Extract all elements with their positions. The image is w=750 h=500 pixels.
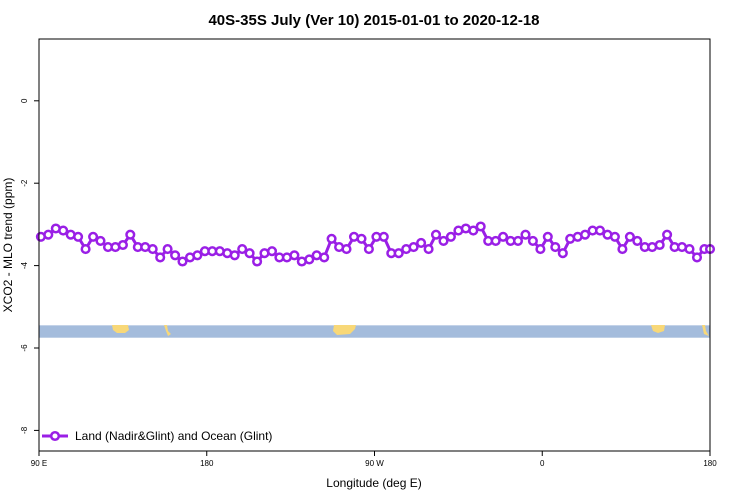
data-point [468, 225, 479, 236]
data-point [117, 239, 128, 251]
data-point [512, 235, 524, 246]
data-point [43, 229, 54, 240]
y-tick-label: -2 [20, 179, 29, 187]
data-point [557, 248, 568, 259]
x-axis-ticks: 90 E 180 90 W 0 180 [31, 451, 717, 468]
data-point [535, 244, 546, 255]
data-point [490, 235, 501, 246]
data-point [654, 239, 665, 251]
x-tick-label: 0 [540, 459, 545, 468]
data-point [691, 252, 703, 263]
y-tick-label: -4 [20, 261, 29, 269]
data-point [632, 235, 643, 246]
x-axis-label: Longitude (deg E) [326, 476, 421, 490]
data-point [80, 244, 91, 255]
data-point [170, 250, 181, 261]
data-point [237, 244, 248, 255]
data-point [550, 242, 561, 253]
data-point [162, 244, 173, 255]
y-axis-label: XCO2 - MLO trend (ppm) [1, 178, 15, 313]
data-point [341, 244, 352, 255]
x-tick-label: 180 [200, 459, 214, 468]
landmask-band [39, 325, 710, 338]
ocean-band [39, 325, 710, 338]
y-tick-label: -8 [20, 426, 29, 434]
data-point [475, 221, 486, 232]
data-point [527, 235, 538, 246]
data-point [430, 229, 442, 240]
data-point [326, 233, 337, 244]
data-point [177, 256, 188, 267]
land-south-america [333, 325, 356, 335]
y-axis-ticks: 0 -2 -4 -6 -8 [20, 98, 39, 434]
data-point [192, 250, 203, 261]
land-africa [651, 325, 665, 333]
data-point [498, 231, 509, 242]
data-point [229, 250, 240, 261]
data-point [662, 229, 673, 240]
x-tick-label: 90 E [31, 459, 47, 468]
data-point [289, 250, 300, 261]
data-point [73, 231, 84, 242]
land-new-zealand-east [702, 325, 709, 336]
data-point [244, 248, 255, 259]
data-point [95, 235, 106, 246]
data-point [594, 225, 606, 236]
data-point [155, 252, 166, 263]
data-point [125, 229, 136, 240]
data-point [445, 231, 456, 242]
y-tick-label: -6 [20, 344, 29, 352]
data-point [684, 244, 695, 255]
data-point [609, 231, 620, 242]
data-point [408, 242, 419, 253]
data-point [356, 233, 367, 244]
data-point [266, 246, 278, 257]
data-point [147, 244, 158, 255]
data-point [520, 229, 531, 240]
data-point [423, 244, 434, 255]
data-point [624, 231, 635, 242]
data-point [393, 248, 404, 259]
data-point [378, 231, 389, 242]
data-point [58, 225, 69, 236]
legend: Land (Nadir&Glint) and Ocean (Glint) [42, 429, 272, 443]
x-tick-label: 90 W [365, 459, 384, 468]
land-australia [112, 325, 129, 333]
data-point [416, 237, 427, 248]
data-point [304, 254, 315, 265]
legend-label: Land (Nadir&Glint) and Ocean (Glint) [75, 429, 272, 443]
data-point [252, 256, 263, 267]
legend-marker-swatch [49, 430, 61, 442]
chart-title: 40S-35S July (Ver 10) 2015-01-01 to 2020… [208, 12, 539, 29]
data-point [88, 231, 99, 242]
data-point [580, 229, 591, 240]
data-point [617, 244, 628, 255]
data-point [319, 252, 330, 263]
data-point [542, 231, 553, 242]
series-layer [35, 221, 716, 267]
x-tick-label: 180 [703, 459, 717, 468]
y-tick-label: 0 [20, 98, 29, 103]
data-point [438, 235, 449, 246]
land-new-zealand [164, 325, 171, 336]
data-point [363, 244, 374, 255]
